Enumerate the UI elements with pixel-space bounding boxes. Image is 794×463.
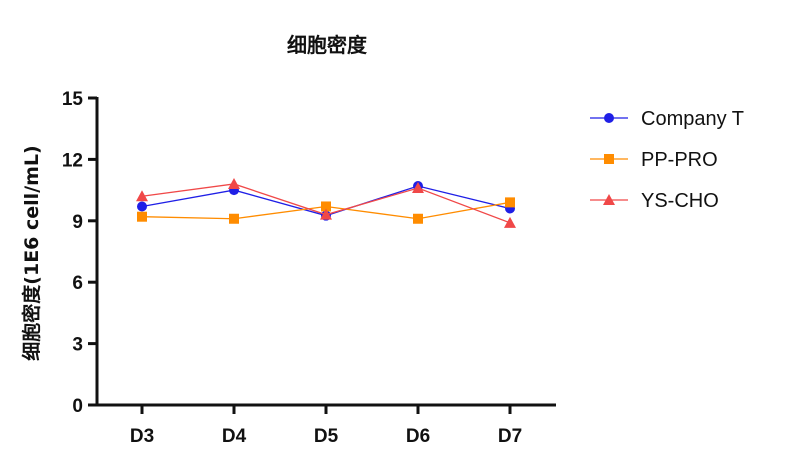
legend-label: YS-CHO	[641, 190, 719, 212]
data-point-company-t	[137, 201, 147, 212]
legend: Company T PP-PRO YS-CHO	[590, 108, 744, 212]
y-tick-label: 15	[62, 89, 84, 110]
data-point-pp-pro	[321, 201, 331, 212]
legend-marker-icon	[604, 154, 614, 164]
data-point-ys-cho	[412, 182, 424, 194]
axes: 0 3 6 9 12 15 D3 D4 D5 D6 D7	[62, 89, 556, 447]
y-axis-title: 细胞密度(1E6 cell/mL)	[20, 145, 43, 360]
data-point-ys-cho	[136, 190, 148, 202]
x-tick-label: D4	[222, 426, 247, 447]
x-tick-label: D3	[130, 426, 154, 447]
y-tick-label: 9	[72, 212, 83, 233]
data-point-pp-pro	[413, 213, 423, 224]
data-point-ys-cho	[504, 216, 516, 228]
x-tick-label: D6	[406, 426, 430, 447]
legend-item-pp-pro: PP-PRO	[590, 149, 718, 171]
data-point-ys-cho	[320, 208, 332, 220]
y-tick-label: 12	[62, 150, 83, 171]
legend-marker-icon	[603, 194, 615, 205]
y-tick-label: 0	[72, 396, 83, 417]
x-tick-label: D5	[314, 426, 339, 447]
data-point-pp-pro	[229, 213, 239, 224]
data-point-pp-pro	[137, 211, 147, 222]
legend-marker-icon	[604, 113, 614, 123]
chart-title: 细胞密度	[287, 33, 368, 57]
series-pp-pro	[137, 197, 515, 224]
legend-label: Company T	[641, 108, 744, 130]
y-tick-label: 6	[72, 273, 83, 294]
series-layer	[136, 177, 516, 228]
legend-item-company-t: Company T	[590, 108, 744, 130]
y-tick-label: 3	[72, 335, 83, 356]
series-ys-cho	[136, 177, 516, 228]
legend-label: PP-PRO	[641, 149, 718, 171]
data-point-ys-cho	[228, 177, 240, 189]
x-tick-label: D7	[498, 426, 522, 447]
data-point-pp-pro	[505, 197, 515, 208]
legend-item-ys-cho: YS-CHO	[590, 190, 719, 212]
